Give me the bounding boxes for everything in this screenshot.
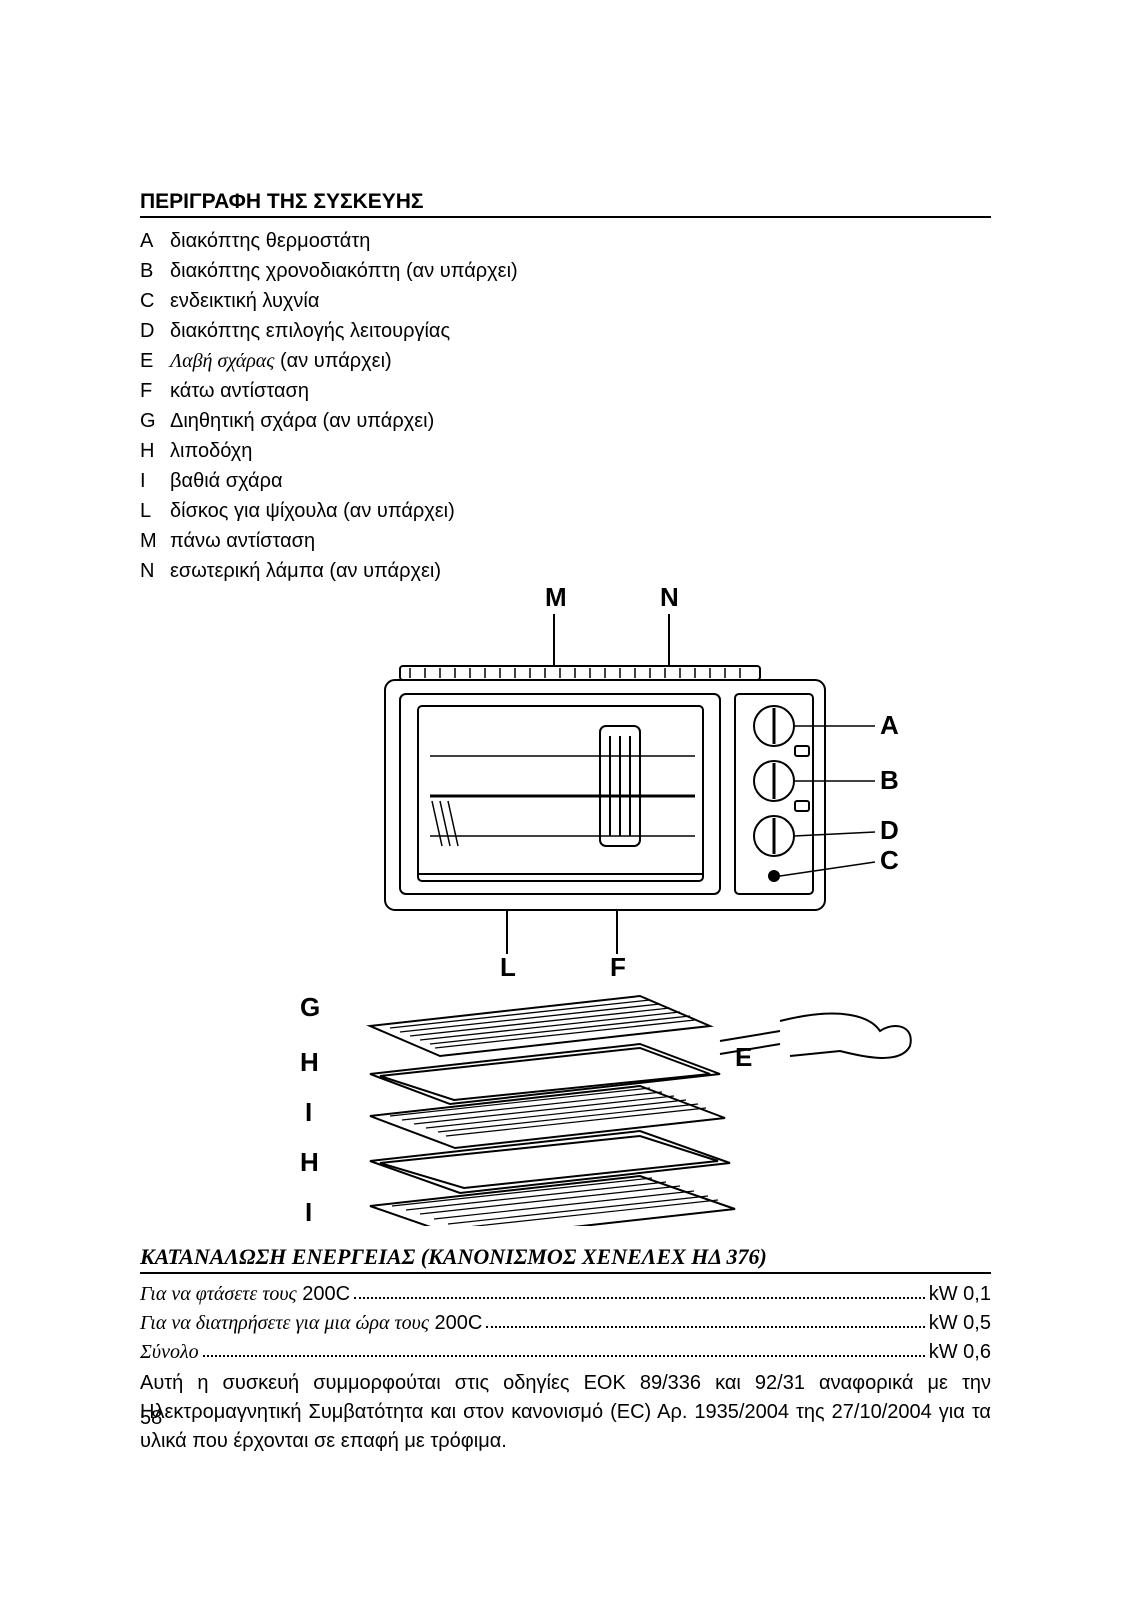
svg-text:E: E bbox=[735, 1042, 752, 1072]
part-letter: I bbox=[140, 466, 170, 496]
energy-lead: Για να φτάσετε τους bbox=[140, 1283, 297, 1305]
part-letter: G bbox=[140, 406, 170, 436]
svg-text:H: H bbox=[300, 1047, 319, 1077]
svg-text:L: L bbox=[500, 952, 516, 982]
part-desc: διακόπτης θερμοστάτη bbox=[170, 226, 370, 256]
part-letter: H bbox=[140, 436, 170, 466]
energy-line: Σύνολο kW 0,6 bbox=[140, 1338, 991, 1367]
part-letter: M bbox=[140, 526, 170, 556]
svg-text:F: F bbox=[610, 952, 626, 982]
svg-text:I: I bbox=[305, 1097, 312, 1127]
part-desc: διακόπτης χρονοδιακόπτη (αν υπάρχει) bbox=[170, 256, 518, 286]
svg-text:B: B bbox=[880, 765, 899, 795]
svg-text:H: H bbox=[300, 1147, 319, 1177]
leader-dots bbox=[203, 1334, 925, 1357]
part-desc: εσωτερική λάμπα (αν υπάρχει) bbox=[170, 556, 441, 586]
part-desc: διακόπτης επιλογής λειτουργίας bbox=[170, 316, 450, 346]
appliance-diagram: M N bbox=[140, 586, 990, 1226]
leader-dots bbox=[486, 1305, 924, 1328]
part-letter: F bbox=[140, 376, 170, 406]
part-letter: D bbox=[140, 316, 170, 346]
section-title: ΠΕΡΙΓΡΑΦΗ ΤΗΣ ΣΥΣΚΕΥΗΣ bbox=[140, 190, 991, 218]
page-number: 58 bbox=[140, 1407, 162, 1430]
part-letter: B bbox=[140, 256, 170, 286]
leader-dots bbox=[354, 1276, 925, 1299]
svg-text:N: N bbox=[660, 586, 679, 612]
energy-title: ΚΑΤΑΝΑΛΩΣΗ ΕΝΕΡΓΕΙΑΣ (ΚΑΝΟΝΙΣΜΟΣ ΧΕΝΕΛΕΧ… bbox=[140, 1244, 991, 1274]
energy-value: kW 0,5 bbox=[929, 1309, 991, 1338]
part-desc: βαθιά σχάρα bbox=[170, 466, 283, 496]
part-letter: E bbox=[140, 346, 170, 376]
svg-text:A: A bbox=[880, 710, 899, 740]
energy-value: kW 0,6 bbox=[929, 1338, 991, 1367]
parts-list: Aδιακόπτης θερμοστάτη Bδιακόπτης χρονοδι… bbox=[140, 226, 991, 586]
svg-text:D: D bbox=[880, 815, 899, 845]
part-desc: ενδεικτική λυχνία bbox=[170, 286, 319, 316]
energy-lead: Για να διατηρήσετε για μια ώρα τους bbox=[140, 1312, 429, 1334]
part-desc: Διηθητική σχάρα (αν υπάρχει) bbox=[170, 406, 434, 436]
svg-text:I: I bbox=[305, 1197, 312, 1226]
energy-lead: Σύνολο bbox=[140, 1341, 199, 1363]
energy-lead-tail: 200C bbox=[297, 1283, 350, 1305]
energy-lead-tail: 200C bbox=[429, 1312, 482, 1334]
part-letter: C bbox=[140, 286, 170, 316]
part-desc: λιποδόχη bbox=[170, 436, 252, 466]
svg-text:G: G bbox=[300, 992, 320, 1022]
part-desc-italic: Λαβή σχάρας bbox=[170, 350, 274, 372]
svg-text:C: C bbox=[880, 845, 899, 875]
part-desc: Λαβή σχάρας (αν υπάρχει) bbox=[170, 346, 392, 376]
part-desc: πάνω αντίσταση bbox=[170, 526, 315, 556]
part-desc: δίσκος για ψίχουλα (αν υπάρχει) bbox=[170, 496, 455, 526]
part-letter: N bbox=[140, 556, 170, 586]
part-letter: A bbox=[140, 226, 170, 256]
svg-text:M: M bbox=[545, 586, 567, 612]
energy-block: Για να φτάσετε τους 200C kW 0,1 Για να δ… bbox=[140, 1280, 991, 1367]
part-desc: κάτω αντίσταση bbox=[170, 376, 309, 406]
part-letter: L bbox=[140, 496, 170, 526]
compliance-paragraph: Αυτή η συσκευή συμμορφούται στις οδηγίες… bbox=[140, 1369, 991, 1456]
part-desc-tail: (αν υπάρχει) bbox=[280, 350, 392, 372]
energy-value: kW 0,1 bbox=[929, 1280, 991, 1309]
